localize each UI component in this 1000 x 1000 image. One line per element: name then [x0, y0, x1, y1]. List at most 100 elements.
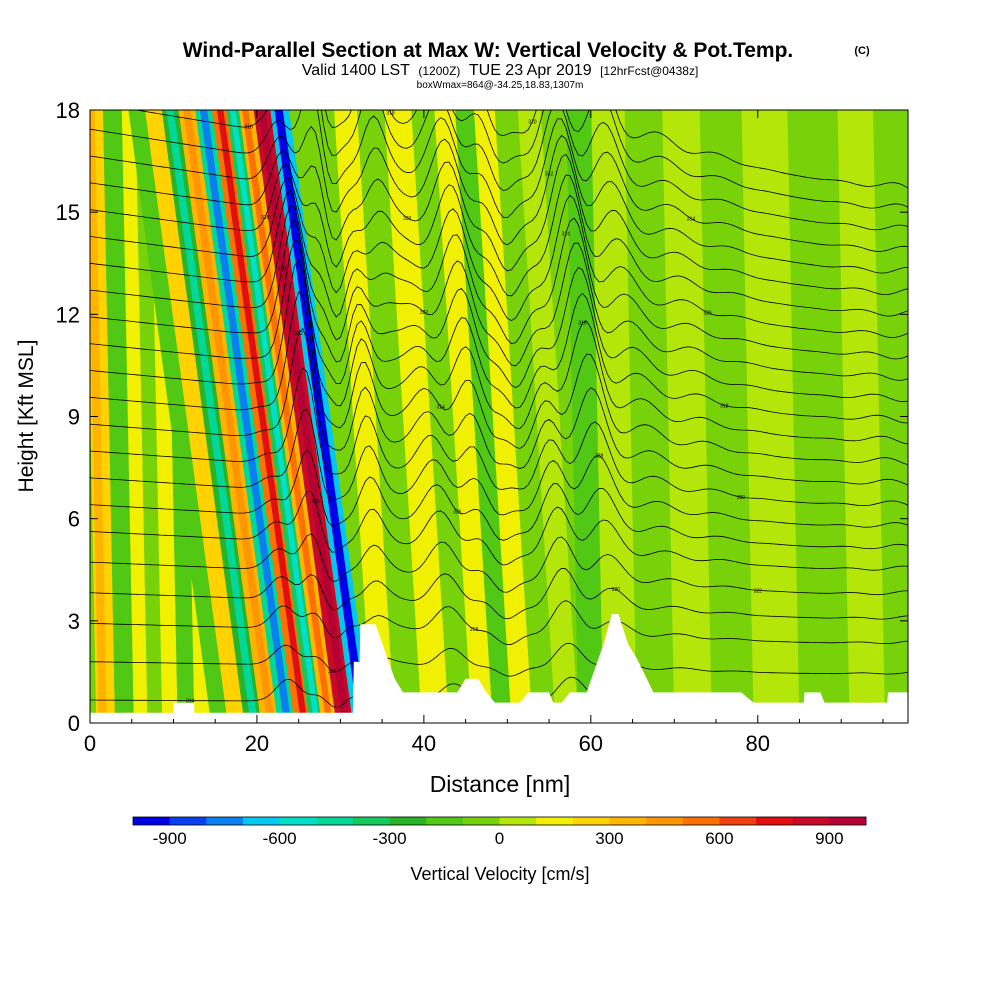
theta-contours [90, 110, 908, 711]
contour-label: 316 [244, 125, 253, 131]
velocity-core [229, 110, 319, 713]
colorbar-swatch [279, 817, 317, 825]
velocity-band [566, 110, 604, 723]
contour-label: 324 [562, 232, 571, 238]
colorbar-tick-label: 0 [495, 829, 504, 848]
chart-subtitle: Valid 1400 LST (1200Z) TUE 23 Apr 2019 [… [302, 62, 699, 79]
contour-label: 332 [545, 171, 554, 177]
theta-contour [90, 204, 908, 381]
valid-date: TUE 23 Apr 2019 [469, 62, 592, 79]
theta-contour [90, 567, 908, 620]
colorbar-label: Vertical Velocity [cm/s] [410, 864, 589, 884]
velocity-band [662, 110, 712, 723]
colorbar-swatch [169, 817, 207, 825]
contour-label: 332 [295, 331, 304, 337]
theta-contour [90, 327, 908, 486]
theta-contour [90, 259, 908, 445]
y-tick-label: 15 [56, 200, 80, 225]
forecast-info: [12hrFcst@0438z] [600, 64, 698, 78]
colorbar-swatch [719, 817, 757, 825]
theta-contour [90, 176, 908, 339]
velocity-core [90, 110, 107, 713]
plot-area: 314 316 318 320 322 324 326 328 330 332 314 316 318 3… [90, 110, 908, 723]
theta-contour [90, 125, 908, 274]
velocity-band [128, 110, 228, 723]
theta-contour [90, 367, 908, 506]
velocity-band [837, 110, 886, 723]
velocity-band [357, 110, 422, 723]
colorbar-swatch [352, 817, 390, 825]
x-tick-label: 40 [412, 731, 436, 756]
colorbar: -900 -600 -300 0 300 600 900 [132, 816, 867, 848]
colorbar-swatch [792, 817, 830, 825]
colorbar-swatch [242, 817, 280, 825]
velocity-band [411, 110, 472, 723]
colorbar-tick-label: 900 [815, 829, 843, 848]
theta-contour [90, 238, 908, 424]
theta-contour [90, 163, 908, 317]
contour-label: 314 [687, 217, 696, 223]
theta-contour [90, 600, 908, 646]
axes: 0 20 40 60 80 0 3 6 9 12 15 18 [56, 98, 908, 756]
contour-labels: 314 316 318 320 322 324 326 328 330 332 314 316 318 3… [186, 110, 762, 704]
velocity-band [699, 110, 754, 723]
velocity-band [624, 110, 675, 723]
theta-contour [90, 642, 908, 677]
theta-contour [90, 189, 908, 360]
theta-contour [90, 533, 908, 596]
y-tick-label: 9 [68, 405, 80, 430]
colorbar-tick-label: -300 [373, 829, 407, 848]
x-tick-label: 80 [746, 731, 770, 756]
velocity-core [242, 110, 332, 713]
contour-label: 328 [261, 215, 270, 221]
velocity-core [216, 110, 307, 713]
y-tick-label: 0 [68, 711, 80, 736]
theta-contour [90, 408, 908, 528]
colorbar-swatch [609, 817, 647, 825]
velocity-band [135, 110, 163, 723]
valid-time: Valid 1400 LST [302, 62, 410, 79]
contour-label: 330 [737, 495, 746, 501]
contour-label: 314 [186, 699, 195, 705]
colorbar-swatch [462, 817, 500, 825]
copyright-mark: (C) [854, 45, 870, 57]
theta-contour [90, 150, 908, 296]
theta-contour [486, 110, 908, 189]
y-tick-label: 12 [56, 302, 80, 327]
contour-label: 316 [578, 321, 587, 327]
contour-label: 314 [436, 405, 445, 411]
velocity-band [517, 110, 579, 723]
contour-label: 320 [278, 266, 287, 272]
colorbar-tick-label: 600 [705, 829, 733, 848]
theta-contour [90, 110, 908, 252]
colorbar-swatch [206, 817, 244, 825]
colorbar-swatch [572, 817, 610, 825]
colorbar-swatch [682, 817, 720, 825]
contour-label: 318 [386, 110, 395, 116]
contour-label: 318 [720, 403, 729, 409]
colorbar-swatch [646, 817, 684, 825]
velocity-band [334, 110, 395, 723]
contour-label: 326 [704, 311, 713, 317]
velocity-core [183, 110, 274, 713]
x-tick-label: 60 [579, 731, 603, 756]
contour-label: 328 [595, 454, 604, 460]
theta-contour [90, 291, 908, 466]
theta-contour [90, 449, 908, 550]
colorbar-tick-label: 300 [595, 829, 623, 848]
y-tick-label: 18 [56, 98, 80, 123]
velocity-band [455, 110, 512, 723]
velocity-core [199, 110, 290, 713]
velocity-bands [90, 110, 886, 723]
box-info: boxWmax=864@-34.25,18.83,1307m [417, 80, 584, 91]
velocity-band [103, 110, 134, 723]
colorbar-swatch [536, 817, 574, 825]
velocity-band [494, 110, 556, 723]
contour-label: 316 [328, 669, 337, 675]
velocity-band [384, 110, 449, 723]
contour-label: 324 [311, 499, 320, 505]
velocity-band [434, 110, 493, 723]
colorbar-swatch [133, 817, 170, 825]
contour-label: 320 [612, 587, 621, 593]
theta-contour [325, 110, 908, 209]
